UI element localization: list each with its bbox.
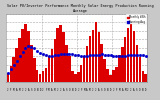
Bar [100, 44, 103, 82]
Bar [133, 31, 135, 82]
Bar [42, 71, 44, 82]
Bar [77, 72, 80, 82]
Bar [48, 56, 50, 82]
Bar [109, 75, 112, 82]
Bar [127, 28, 129, 82]
Bar [89, 36, 91, 82]
Bar [130, 24, 132, 82]
Legend: Monthly kWh, Running Avg: Monthly kWh, Running Avg [126, 14, 147, 24]
Bar [45, 68, 47, 82]
Bar [56, 28, 59, 82]
Bar [118, 55, 121, 82]
Bar [68, 56, 71, 82]
Bar [12, 57, 15, 82]
Bar [71, 71, 74, 82]
Bar [33, 58, 36, 82]
Bar [106, 69, 109, 82]
Bar [39, 74, 41, 82]
Bar [112, 70, 115, 82]
Bar [51, 49, 53, 82]
Bar [121, 47, 124, 82]
Bar [18, 38, 21, 82]
Bar [27, 31, 30, 82]
Bar [24, 24, 27, 82]
Bar [86, 46, 88, 82]
Bar [144, 74, 147, 82]
Bar [83, 56, 85, 82]
Bar [139, 57, 141, 82]
Bar [65, 45, 68, 82]
Bar [15, 48, 18, 82]
Bar [30, 45, 33, 82]
Bar [10, 66, 12, 82]
Bar [36, 70, 38, 82]
Bar [95, 22, 97, 82]
Bar [115, 67, 118, 82]
Text: Solar PV/Inverter Performance Monthly Solar Energy Production Running Average: Solar PV/Inverter Performance Monthly So… [7, 4, 153, 13]
Bar [59, 25, 62, 82]
Bar [62, 32, 65, 82]
Bar [136, 45, 138, 82]
Bar [98, 32, 100, 82]
Bar [92, 30, 94, 82]
Bar [124, 37, 126, 82]
Bar [142, 71, 144, 82]
Bar [21, 29, 24, 82]
Bar [103, 59, 106, 82]
Bar [80, 65, 82, 82]
Bar [74, 74, 77, 82]
Bar [7, 73, 9, 82]
Bar [54, 39, 56, 82]
